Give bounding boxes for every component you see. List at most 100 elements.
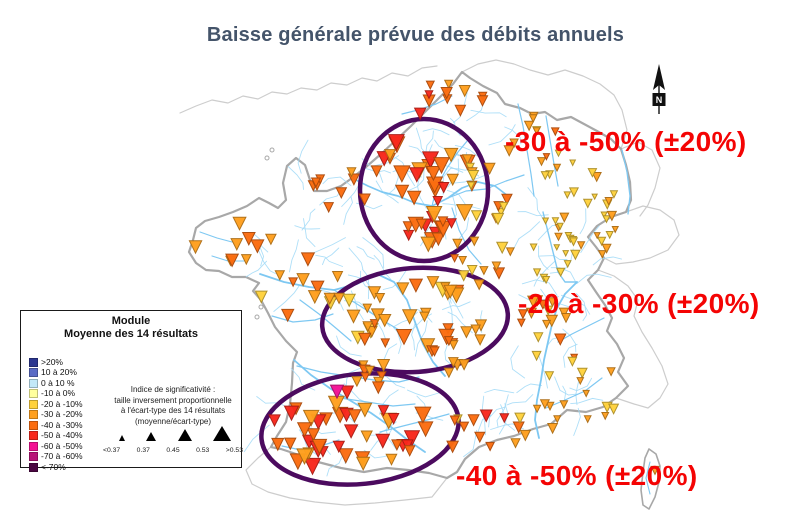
- legend-note-line: à l'écart-type des 14 résultats: [120, 406, 226, 415]
- flow-decrease-marker: [339, 385, 355, 400]
- flow-decrease-marker: [408, 278, 424, 293]
- stream: [422, 128, 450, 136]
- legend-class-label: <-70%: [41, 461, 66, 472]
- legend-class-row: -30 à -20%: [29, 410, 83, 421]
- flow-decrease-marker: [426, 276, 440, 290]
- stream: [592, 256, 623, 266]
- stream: [336, 335, 362, 357]
- flow-decrease-marker: [491, 212, 505, 226]
- flow-decrease-marker: [454, 104, 467, 117]
- flow-decrease-marker: [283, 437, 297, 451]
- flow-decrease-marker: [401, 309, 418, 325]
- stream: [538, 245, 549, 270]
- flow-decrease-marker: [450, 254, 460, 263]
- flow-decrease-marker: [458, 256, 468, 266]
- legend-title-line2: Moyenne des 14 résultats: [64, 328, 198, 340]
- legend-class-label: 10 à 20%: [41, 367, 77, 378]
- flow-decrease-marker: [385, 453, 398, 466]
- flow-decrease-marker: [461, 154, 473, 166]
- flow-decrease-marker: [606, 367, 616, 377]
- flow-decrease-marker: [552, 163, 562, 173]
- region-annotation-3: -40 à -50% (±20%): [456, 460, 698, 491]
- river: [299, 299, 352, 342]
- flow-decrease-marker: [470, 324, 482, 336]
- stream: [488, 406, 506, 428]
- flow-decrease-marker: [650, 465, 660, 476]
- flow-decrease-marker: [357, 402, 373, 418]
- legend-size-triangle: [119, 432, 125, 441]
- stream: [245, 260, 268, 278]
- flow-decrease-marker: [337, 448, 354, 464]
- flow-decrease-marker: [377, 314, 392, 328]
- flow-decrease-marker: [611, 226, 620, 234]
- flow-decrease-marker: [446, 218, 457, 229]
- stream: [356, 246, 375, 260]
- flow-decrease-marker: [563, 191, 572, 200]
- stream: [326, 453, 344, 477]
- flow-decrease-marker: [425, 206, 443, 223]
- flow-decrease-marker: [329, 384, 345, 400]
- flow-decrease-marker: [367, 286, 382, 300]
- flow-decrease-marker: [394, 184, 410, 200]
- stream: [516, 383, 542, 394]
- flow-decrease-marker: [593, 232, 601, 240]
- flow-decrease-marker: [576, 367, 588, 379]
- region-annotation-1: -30 à -50% (±20%): [505, 126, 747, 157]
- stream: [540, 288, 570, 308]
- stream: [373, 254, 392, 280]
- flow-decrease-marker: [576, 377, 585, 386]
- river: [199, 231, 233, 243]
- flow-decrease-marker: [424, 90, 434, 100]
- flow-decrease-marker: [432, 157, 451, 175]
- legend-class-row: -70 à -60%: [29, 452, 83, 463]
- legend-class-row: >20%: [29, 357, 83, 368]
- river: [339, 397, 416, 407]
- legend-size-ticks: <0.37 0.37 0.45 0.53 >0.53: [103, 447, 243, 454]
- flow-decrease-marker: [532, 268, 542, 277]
- flow-decrease-marker: [240, 254, 252, 266]
- flow-decrease-marker: [225, 253, 240, 268]
- legend-class-swatch: [29, 389, 38, 399]
- flow-decrease-marker: [473, 279, 485, 291]
- legend-class-swatch: [29, 420, 38, 430]
- flow-decrease-marker: [419, 311, 430, 323]
- flow-decrease-marker: [569, 159, 577, 167]
- flow-decrease-marker: [555, 267, 566, 278]
- flow-decrease-marker: [307, 290, 322, 305]
- flow-decrease-marker: [539, 399, 551, 410]
- stream: [538, 354, 548, 389]
- legend-size-triangles: [119, 425, 231, 441]
- flow-decrease-marker: [333, 292, 346, 305]
- stream: [554, 376, 578, 396]
- stream: [256, 396, 288, 408]
- flow-decrease-marker: [387, 134, 405, 152]
- stream: [453, 173, 489, 184]
- flow-decrease-marker: [310, 177, 322, 188]
- stream: [294, 225, 321, 230]
- flow-decrease-marker: [498, 201, 509, 212]
- flow-decrease-marker: [529, 243, 538, 252]
- flow-decrease-marker: [446, 440, 460, 454]
- flow-decrease-marker: [310, 280, 325, 295]
- legend-class-label: -40 à -30%: [41, 419, 83, 430]
- stream: [504, 126, 522, 145]
- flow-decrease-marker: [532, 127, 541, 136]
- flow-decrease-marker: [406, 190, 422, 206]
- flow-decrease-marker: [296, 422, 313, 438]
- flow-decrease-marker: [525, 307, 538, 320]
- river: [621, 149, 631, 215]
- stream: [484, 388, 515, 394]
- flow-decrease-marker: [517, 309, 529, 320]
- legend-size-tick: 0.45: [166, 447, 180, 454]
- flow-decrease-marker: [528, 114, 538, 124]
- flow-decrease-marker: [448, 340, 459, 351]
- legend-panel: Module Moyenne des 14 résultats >20% 10 à…: [20, 310, 243, 472]
- flow-decrease-marker: [375, 433, 391, 449]
- stream: [297, 139, 309, 174]
- region-circle: [319, 265, 511, 375]
- flow-decrease-marker: [587, 168, 598, 178]
- stream: [570, 397, 604, 405]
- flow-decrease-marker: [559, 400, 569, 410]
- flow-decrease-marker: [268, 414, 281, 428]
- river: [401, 95, 453, 115]
